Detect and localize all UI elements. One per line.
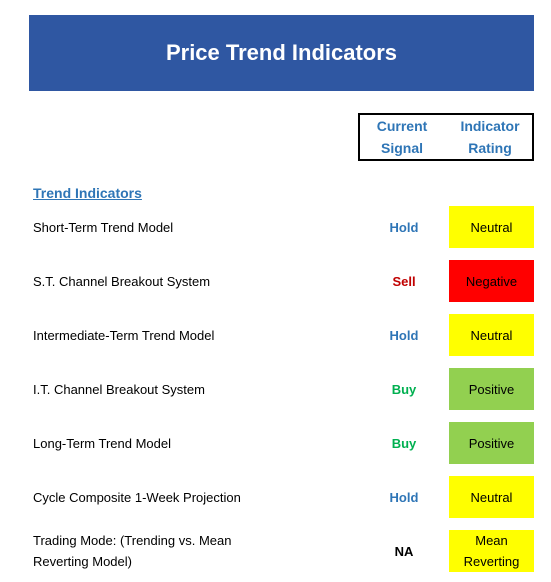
rating: Positive [449,368,534,410]
row-name: Trading Mode: (Trending vs. Mean Reverti… [33,533,232,569]
rating: Mean Reverting [449,530,534,572]
signal: Hold [389,219,419,235]
rating: Neutral [449,476,534,518]
signal: Hold [389,327,419,343]
signal: Hold [389,489,419,505]
column-header: Current Signal [376,118,428,156]
rating: Positive [449,422,534,464]
signal: Buy [391,381,417,397]
column-header-box [358,113,534,161]
rating: Negative [449,260,534,302]
rating: Neutral [449,206,534,248]
signal: Sell [392,273,416,289]
row-name: Short-Term Trend Model [33,219,174,235]
row-name: Cycle Composite 1-Week Projection [33,489,241,505]
signal: Buy [391,435,417,451]
rating: Neutral [449,314,534,356]
row-name: Intermediate-Term Trend Model [33,327,215,343]
section-title: Trend Indicators [33,185,142,201]
header-title: Price Trend Indicators [29,15,534,91]
column-header: Indicator Rating [460,118,520,156]
row-name: Long-Term Trend Model [33,435,172,451]
signal: NA [394,543,414,559]
row-name: S.T. Channel Breakout System [33,273,211,289]
row-name: I.T. Channel Breakout System [33,381,205,397]
